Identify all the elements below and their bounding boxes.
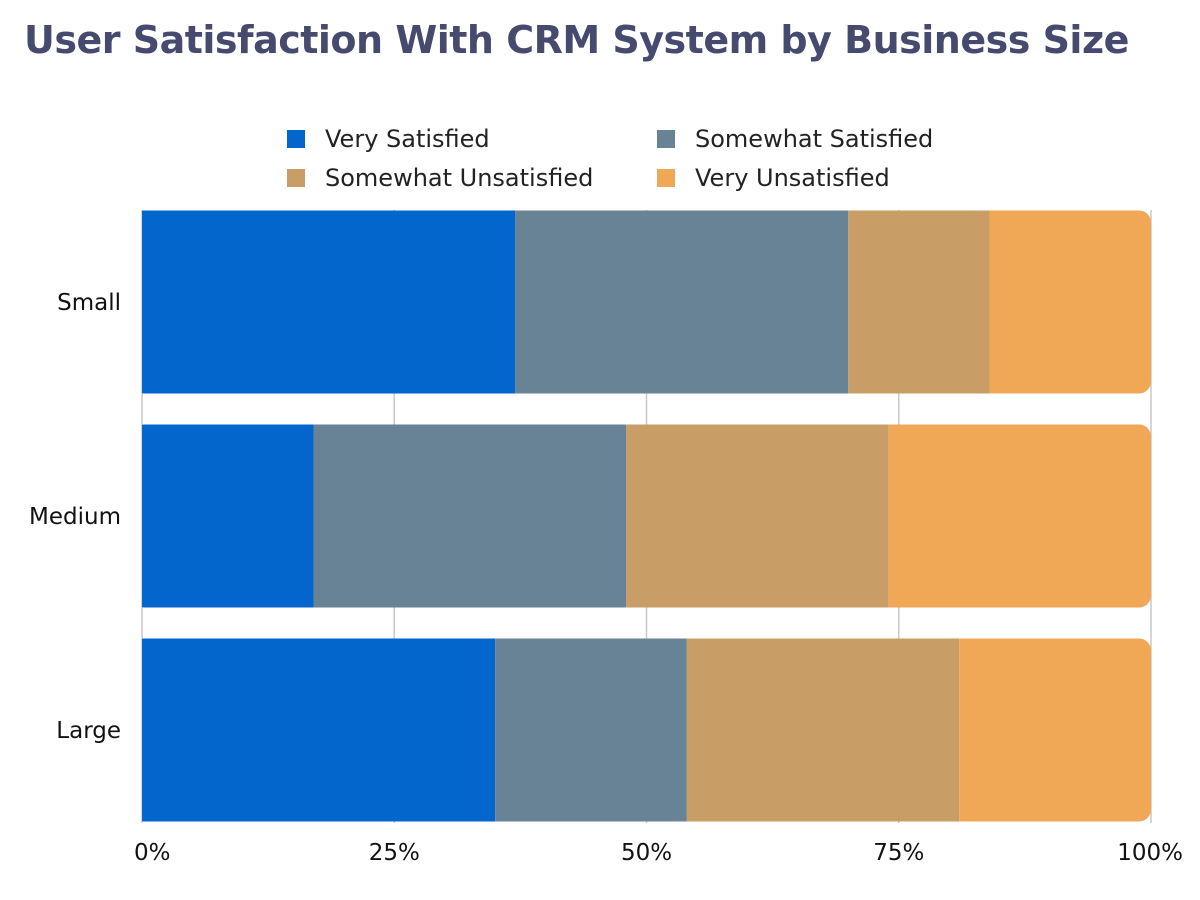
- x-tick-label: 50%: [621, 840, 672, 866]
- bar-large-very-unsatisfied: [959, 638, 1151, 822]
- legend-item-somewhat-satisfied: Somewhat Satisfied: [657, 124, 933, 154]
- category-label-large: Large: [56, 718, 121, 744]
- legend-swatch-very-unsatisfied: [657, 169, 675, 187]
- legend-item-somewhat-unsatisfied: Somewhat Unsatisfied: [287, 163, 593, 193]
- y-axis-labels: Small Medium Large: [29, 290, 121, 744]
- bars: [142, 210, 1151, 822]
- x-axis-labels: 0% 25% 50% 75% 100%: [134, 840, 1183, 866]
- chart-title: User Satisfaction With CRM System by Bus…: [24, 18, 1129, 62]
- bar-small-very-satisfied: [142, 210, 516, 394]
- bar-medium-very-unsatisfied: [888, 424, 1151, 608]
- bar-large-somewhat-unsatisfied: [686, 638, 960, 822]
- x-tick-label: 75%: [873, 840, 924, 866]
- legend-item-very-unsatisfied: Very Unsatisfied: [657, 163, 890, 193]
- legend-label-very-unsatisfied: Very Unsatisfied: [695, 164, 890, 192]
- x-tick-label: 25%: [369, 840, 420, 866]
- bar-medium-somewhat-unsatisfied: [626, 424, 889, 608]
- bar-small-somewhat-satisfied: [515, 210, 849, 394]
- bar-small-somewhat-unsatisfied: [848, 210, 990, 394]
- legend-swatch-somewhat-satisfied: [657, 130, 675, 148]
- x-tick-label: 0%: [134, 840, 171, 866]
- bar-group-large: [142, 638, 1151, 822]
- bar-medium-somewhat-satisfied: [313, 424, 627, 608]
- x-tick-label: 100%: [1117, 840, 1183, 866]
- legend-swatch-somewhat-unsatisfied: [287, 169, 305, 187]
- category-label-medium: Medium: [29, 504, 121, 530]
- legend-item-very-satisfied: Very Satisfied: [287, 124, 490, 154]
- bar-large-very-satisfied: [142, 638, 496, 822]
- bar-group-medium: [142, 424, 1151, 608]
- bar-large-somewhat-satisfied: [495, 638, 687, 822]
- bar-medium-very-satisfied: [142, 424, 314, 608]
- legend-label-very-satisfied: Very Satisfied: [325, 125, 490, 153]
- legend-label-somewhat-unsatisfied: Somewhat Unsatisfied: [325, 164, 594, 192]
- bar-small-very-unsatisfied: [989, 210, 1151, 394]
- legend-swatch-very-satisfied: [287, 130, 305, 148]
- legend-label-somewhat-satisfied: Somewhat Satisfied: [695, 125, 934, 153]
- bar-group-small: [142, 210, 1151, 394]
- category-label-small: Small: [57, 290, 121, 316]
